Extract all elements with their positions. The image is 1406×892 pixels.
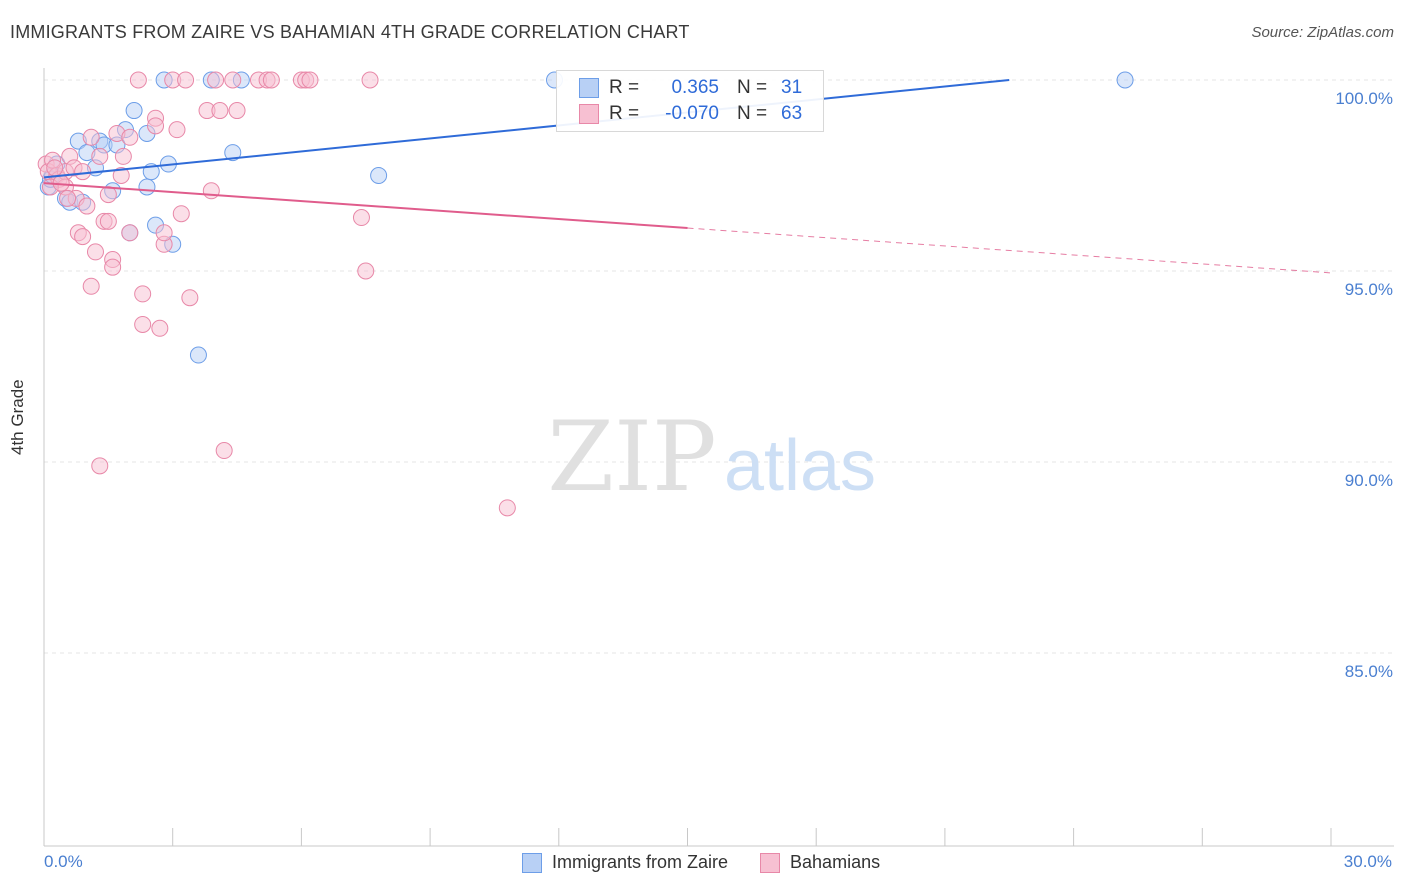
correlation-legend: R = 0.365 N = 31 R = -0.070 N = 63: [556, 70, 824, 132]
bahamians-point: [181, 289, 199, 307]
zaire-point: [138, 178, 156, 196]
bahamians-point: [74, 228, 92, 246]
y-tick-label: 85.0%: [1345, 662, 1393, 681]
zaire-point: [125, 102, 143, 120]
bahamians-point: [82, 128, 100, 146]
bahamians-point: [121, 128, 139, 146]
series-legend-item-zaire[interactable]: Immigrants from Zaire: [522, 852, 728, 873]
legend-r-label: R =: [609, 77, 640, 98]
legend-n-label: N =: [737, 77, 768, 98]
bahamians-point: [99, 186, 117, 204]
y-tick-label: 95.0%: [1345, 280, 1393, 299]
zaire-point: [370, 167, 388, 184]
legend-n-value: 63: [781, 103, 803, 124]
legend-swatch-blue: [522, 852, 542, 873]
bahamians-point: [211, 102, 229, 120]
bahamians-point: [361, 71, 379, 89]
bahamians-point: [172, 205, 190, 223]
bahamians-point: [202, 182, 220, 200]
bahamians-point: [498, 499, 516, 517]
bahamians-point: [134, 285, 152, 303]
bahamians-point: [91, 147, 109, 165]
legend-n-value: 31: [781, 77, 803, 98]
watermark-zip: ZIP: [547, 401, 716, 513]
bahamians-point: [224, 71, 242, 89]
series-legend: Immigrants from Zaire Bahamians: [522, 852, 912, 873]
bahamians-point: [301, 71, 319, 89]
y-tick-label: 100.0%: [1335, 89, 1393, 108]
bahamians-point: [86, 243, 104, 261]
zaire-point: [1116, 71, 1134, 89]
bahamians-point: [357, 262, 375, 280]
bahamians-trend-line-dashed: [687, 227, 1332, 274]
bahamians-point: [121, 224, 139, 242]
bahamians-point: [177, 71, 195, 89]
bahamians-point: [134, 315, 152, 333]
bahamians-point: [352, 209, 370, 227]
bahamians-point: [59, 189, 77, 207]
bahamians-point: [114, 147, 132, 165]
series-legend-label: Bahamians: [790, 852, 881, 872]
bahamians-point: [207, 71, 225, 89]
y-tick-label: 90.0%: [1345, 471, 1393, 490]
x-tick-label-min: 0.0%: [44, 852, 83, 871]
bahamians-point: [74, 163, 92, 181]
bahamians-point: [155, 224, 173, 242]
bahamians-point: [228, 102, 246, 120]
legend-row-bahamians: R = -0.070 N = 63: [579, 102, 802, 126]
bahamians-trend-line: [43, 182, 688, 230]
source-text: Source: ZipAtlas.com: [1251, 24, 1394, 41]
bahamians-point: [104, 258, 122, 276]
legend-r-value: -0.070: [665, 103, 719, 124]
bahamians-point: [46, 159, 64, 177]
bahamians-point: [168, 121, 186, 139]
legend-swatch-pink: [760, 852, 781, 873]
zaire-point: [189, 346, 207, 364]
bahamians-point: [215, 442, 233, 460]
bahamians-point: [147, 117, 165, 135]
zaire-trend-line: [43, 79, 1010, 179]
bahamians-point: [99, 212, 117, 230]
bahamians-point: [82, 277, 100, 295]
x-tick-label-max: 30.0%: [1343, 852, 1392, 871]
bahamians-point: [112, 167, 130, 184]
legend-r-value: 0.365: [671, 77, 719, 98]
bahamians-point: [78, 197, 96, 215]
legend-n-label: N =: [737, 103, 768, 124]
zaire-point: [224, 144, 242, 162]
bahamians-point: [262, 71, 280, 89]
legend-swatch-pink: [579, 104, 599, 124]
watermark-atlas: atlas: [724, 426, 876, 506]
legend-swatch-blue: [579, 78, 599, 98]
bahamians-point: [129, 71, 147, 89]
legend-r-label: R =: [609, 103, 640, 124]
series-legend-label: Immigrants from Zaire: [552, 852, 729, 872]
bahamians-point: [91, 457, 109, 475]
legend-row-zaire: R = 0.365 N = 31: [579, 76, 802, 100]
bahamians-point: [151, 319, 169, 337]
series-legend-item-bahamians[interactable]: Bahamians: [760, 852, 880, 873]
chart-title: IMMIGRANTS FROM ZAIRE VS BAHAMIAN 4TH GR…: [10, 22, 690, 42]
